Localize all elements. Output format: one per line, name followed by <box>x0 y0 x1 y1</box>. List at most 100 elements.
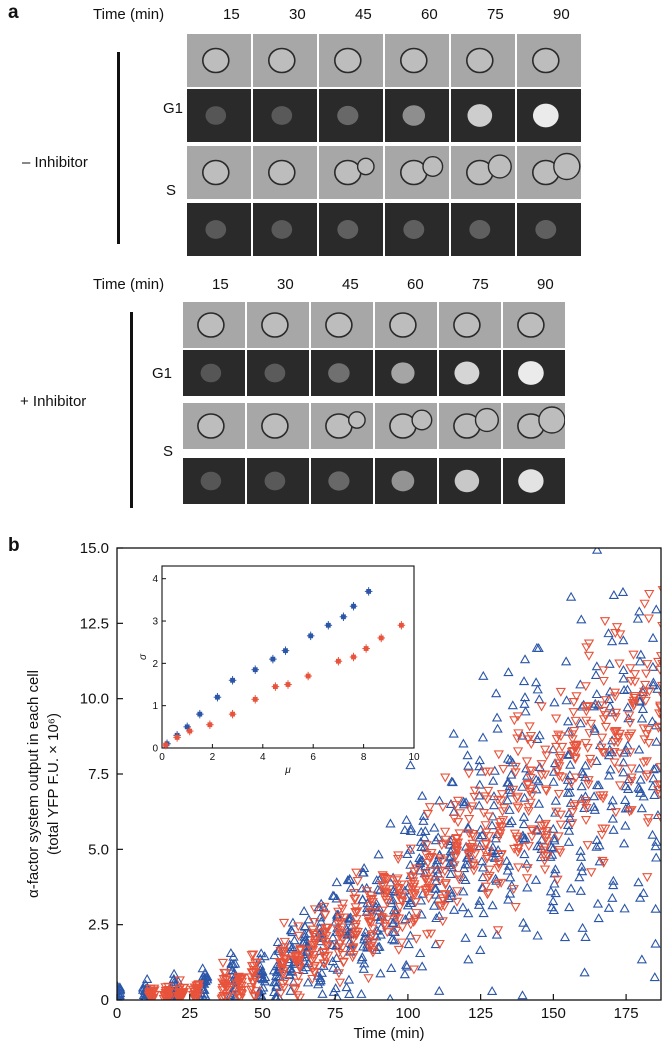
point-red-8-13 <box>293 955 304 965</box>
point-blue-28-15 <box>589 723 600 733</box>
point-blue-26-10 <box>561 695 572 705</box>
point-blue-30-19 <box>618 673 629 683</box>
point-blue-21-1 <box>487 900 498 910</box>
point-blue-31-11 <box>634 763 645 773</box>
point-blue-22-19 <box>504 804 515 814</box>
point-red-25-20 <box>540 819 551 829</box>
point-red-32-17 <box>643 814 654 824</box>
point-blue-27-7 <box>580 931 591 941</box>
point-red-15-21 <box>396 880 407 890</box>
point-red-30-17 <box>610 692 621 702</box>
point-red-16-2 <box>411 909 422 919</box>
point-red-23-16 <box>509 844 520 854</box>
point-red-2-19 <box>177 989 188 999</box>
point-blue-9-7 <box>315 912 326 922</box>
point-blue-29-17 <box>607 795 618 805</box>
time-tick-top-2: 45 <box>355 6 372 23</box>
point-red-28-16 <box>581 702 592 712</box>
point-red-27-13 <box>568 802 580 812</box>
point-blue-20-0 <box>478 908 489 918</box>
point-red-16-9 <box>408 965 420 975</box>
point-red-24-4 <box>524 722 535 732</box>
point-blue-0-20 <box>117 992 122 1000</box>
point-blue-29-19 <box>603 628 614 638</box>
micrograph-g0-r2-t1 <box>253 146 317 199</box>
point-red-30-20 <box>614 781 626 791</box>
point-blue-21-4 <box>492 723 503 733</box>
point-red-12-18 <box>350 903 361 913</box>
point-red-26-19 <box>555 820 566 830</box>
point-blue-16-18 <box>416 909 427 919</box>
point-red-26-3 <box>551 742 562 752</box>
point-red-16-14 <box>405 844 417 854</box>
point-red-26-17 <box>553 832 564 842</box>
point-red-8-19 <box>293 931 304 941</box>
point-red-10-13 <box>319 911 331 921</box>
point-blue-15-5 <box>405 823 417 833</box>
point-red-14-12 <box>376 881 388 891</box>
point-blue-26-11 <box>562 749 574 759</box>
point-blue-6-8 <box>269 987 280 997</box>
point-blue-23-21 <box>520 922 532 932</box>
point-red-30-21 <box>611 727 622 737</box>
point-red-21-6 <box>480 882 492 892</box>
point-blue-22-13 <box>502 865 513 875</box>
point-red-28-4 <box>581 716 592 726</box>
point-red-27-0 <box>567 735 578 745</box>
point-red-8-1 <box>293 922 304 932</box>
point-red-21-15 <box>484 767 495 777</box>
point-red-25-17 <box>539 856 550 866</box>
point-red-19-13 <box>452 871 464 881</box>
point-blue-21-9 <box>486 986 498 996</box>
micrograph-g1-r0-t4 <box>439 302 501 348</box>
point-blue-21-7 <box>488 800 500 810</box>
point-red-16-8 <box>406 872 417 882</box>
point-red-25-19 <box>541 830 552 840</box>
point-blue-17-1 <box>434 795 445 805</box>
point-red-33-1 <box>655 652 661 661</box>
point-blue-29-1 <box>607 892 618 902</box>
point-blue-25-7 <box>545 886 557 896</box>
time-tick-bottom-3: 60 <box>407 276 424 293</box>
y-tick-label-3: 7.5 <box>88 766 109 783</box>
group-bracket-top <box>117 52 120 244</box>
point-red-30-19 <box>609 688 621 698</box>
point-red-19-17 <box>454 829 465 839</box>
inset-point-red-11 <box>362 644 370 653</box>
point-red-32-15 <box>639 687 650 697</box>
point-blue-7-16 <box>284 964 296 974</box>
point-blue-22-17 <box>502 753 514 763</box>
point-red-24-11 <box>521 757 533 767</box>
point-red-28-0 <box>585 719 597 729</box>
point-red-30-3 <box>615 630 626 640</box>
point-blue-15-1 <box>402 900 414 910</box>
point-red-33-4 <box>657 586 661 592</box>
point-blue-14-0 <box>386 962 397 972</box>
point-blue-20-7 <box>477 862 489 872</box>
inset-y-axis-label: σ <box>138 653 149 660</box>
inset-y-tick-label-4: 4 <box>152 574 158 585</box>
point-blue-27-13 <box>579 967 590 977</box>
point-red-29-1 <box>597 747 608 758</box>
point-blue-25-6 <box>548 905 560 915</box>
point-blue-28-14 <box>589 804 600 814</box>
point-blue-12-20 <box>357 894 368 904</box>
point-red-22-21 <box>496 878 507 888</box>
point-blue-13-17 <box>375 929 386 939</box>
point-red-3-12 <box>191 984 202 994</box>
point-red-28-1 <box>586 868 597 878</box>
point-red-22-16 <box>494 832 505 842</box>
point-red-27-20 <box>568 708 579 718</box>
point-red-23-21 <box>508 885 519 895</box>
point-blue-11-7 <box>344 989 355 999</box>
point-blue-31-5 <box>635 892 646 902</box>
point-red-13-20 <box>363 917 375 927</box>
point-blue-3-14 <box>197 963 208 973</box>
point-red-20-17 <box>468 866 479 876</box>
y-tick-label-6: 15.0 <box>80 540 109 557</box>
point-blue-20-1 <box>474 779 485 789</box>
point-blue-20-11 <box>476 856 487 866</box>
point-blue-28-18 <box>591 780 603 790</box>
point-red-21-9 <box>482 852 493 862</box>
time-tick-bottom-5: 90 <box>537 276 554 293</box>
